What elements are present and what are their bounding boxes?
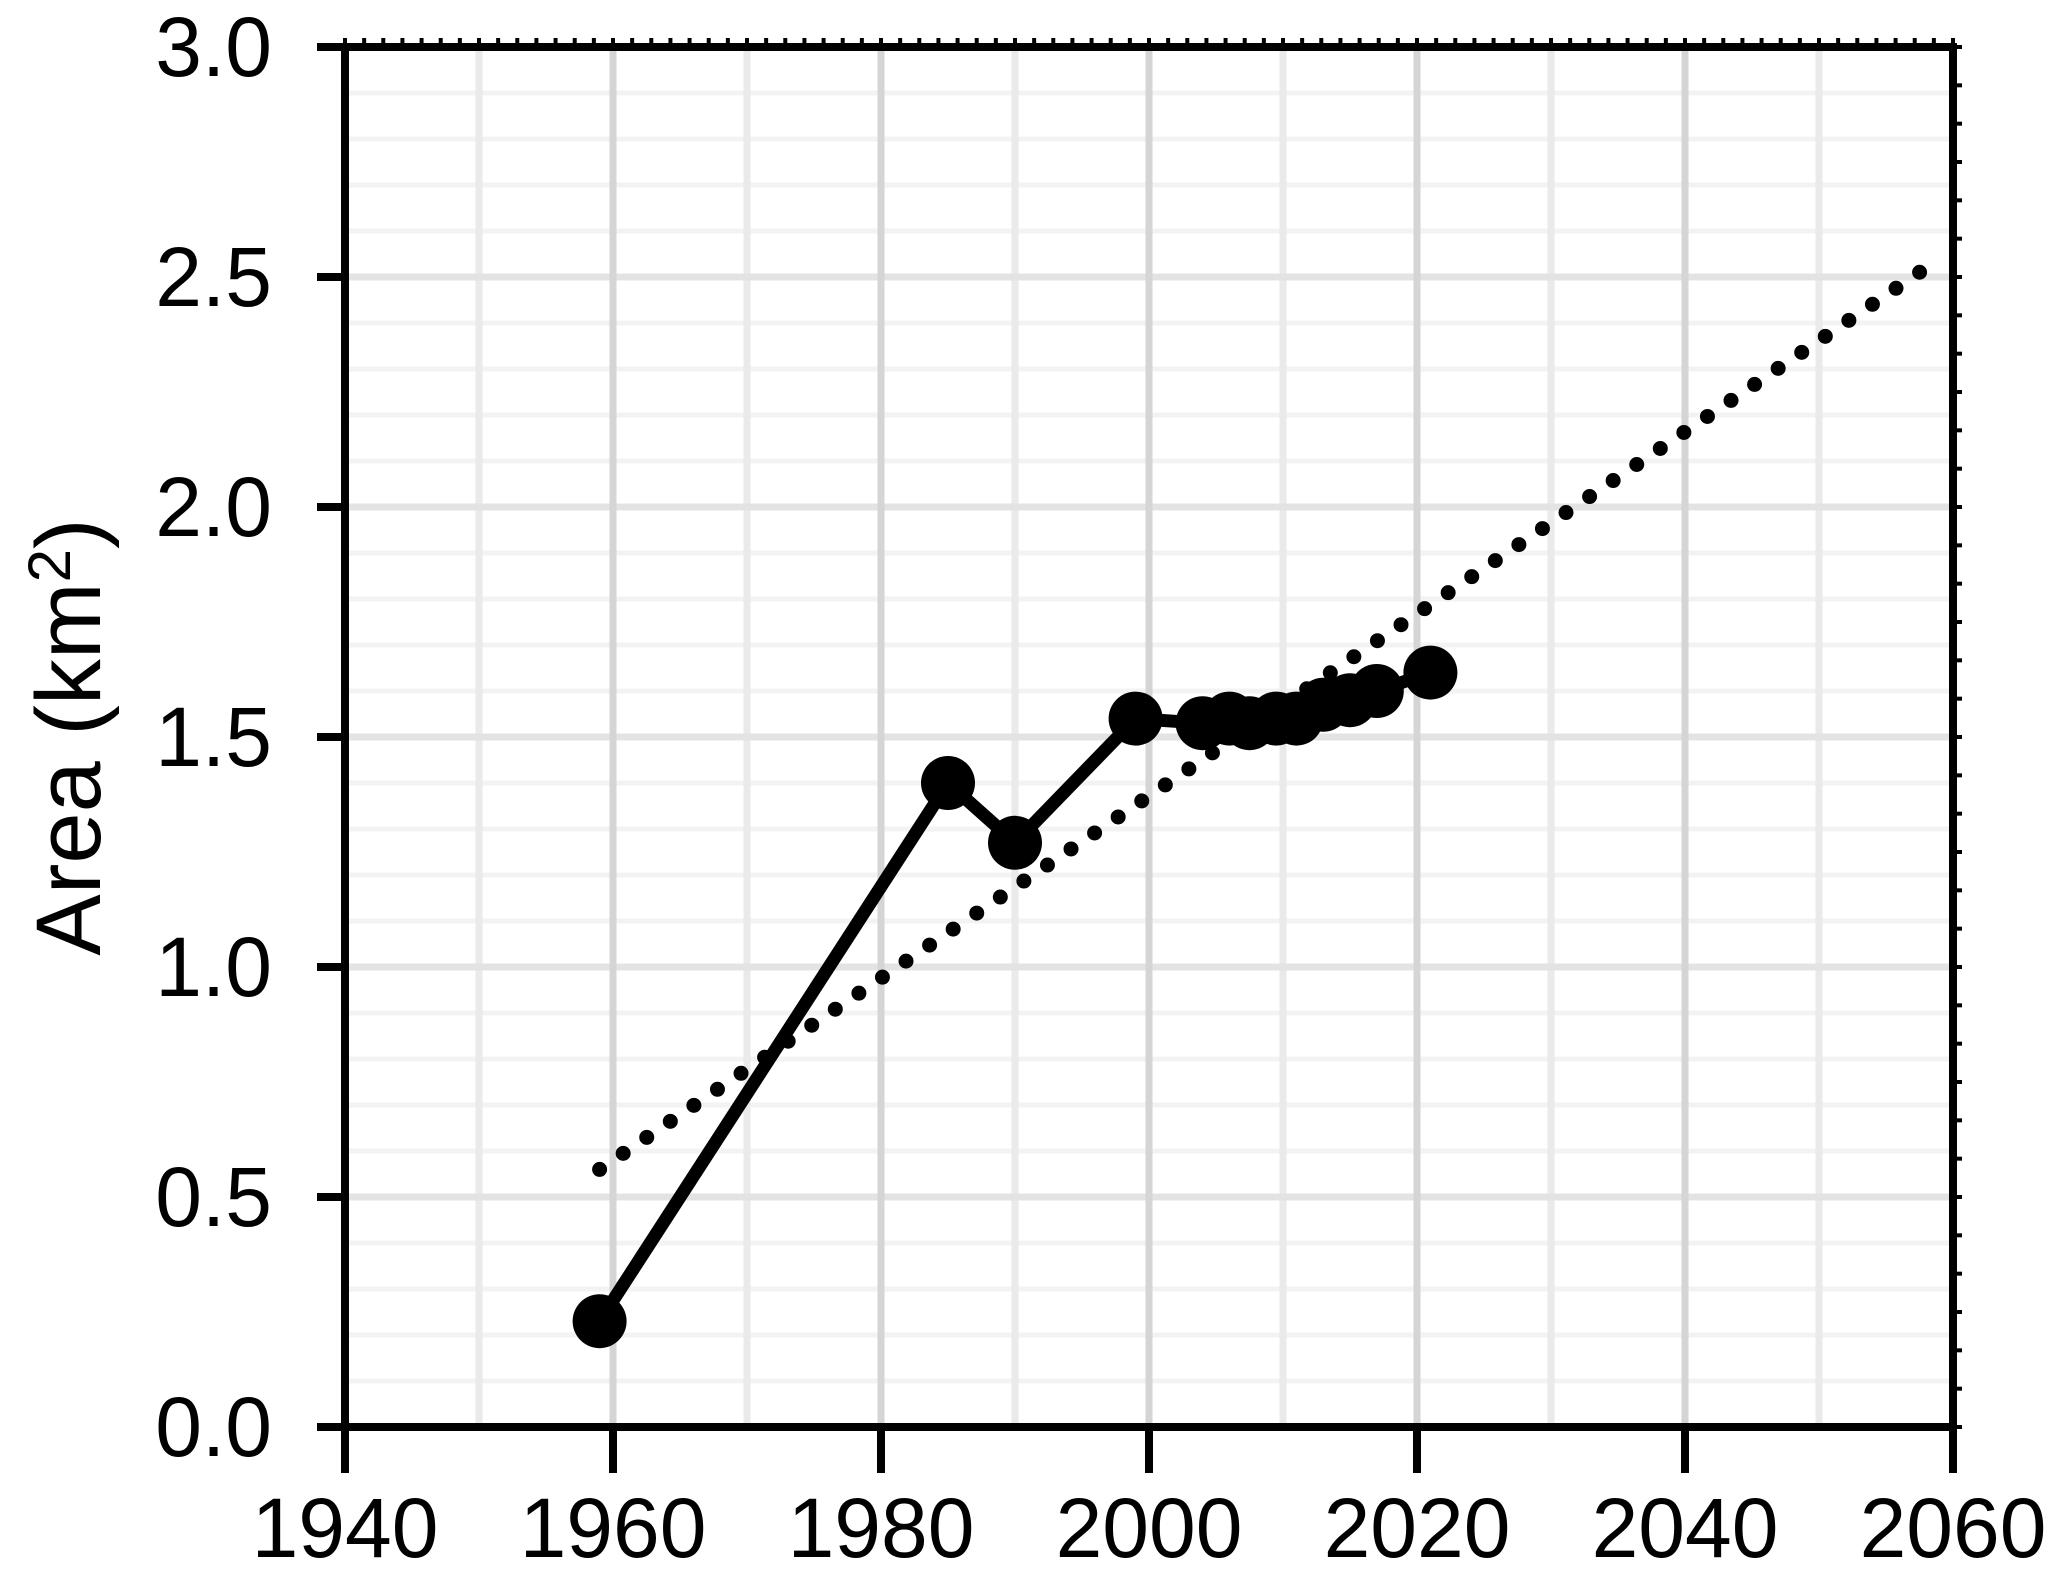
observed-series — [572, 645, 1458, 1349]
y-tick-label: 3.0 — [155, 0, 272, 94]
data-point-marker — [1349, 664, 1404, 718]
data-point-marker — [921, 756, 975, 810]
x-tick-label: 1960 — [520, 1481, 707, 1575]
x-tick-label: 2060 — [1860, 1481, 2047, 1575]
y-tick-label: 1.5 — [155, 690, 272, 784]
trendline-dotted — [592, 255, 1941, 1177]
tick-labels: 1940 1960 1980 2000 2020 2040 2060 0.0 0.5 1.0 1.5… — [155, 0, 2046, 1575]
y-tick-label: 0.0 — [155, 1380, 272, 1474]
y-tick-label: 1.0 — [155, 920, 272, 1014]
y-tick-label: 2.5 — [155, 230, 272, 324]
x-tick-label: 2020 — [1324, 1481, 1511, 1575]
y-tick-label: 2.0 — [155, 460, 272, 554]
x-tick-label: 2000 — [1056, 1481, 1243, 1575]
trendline — [592, 255, 1941, 1177]
data-point-marker — [572, 1294, 627, 1349]
data-point-marker — [988, 815, 1042, 870]
x-tick-label: 1980 — [788, 1481, 975, 1575]
data-point-marker — [1108, 691, 1163, 746]
y-axis-title: Area (km2) — [16, 518, 120, 955]
y-tick-label: 0.5 — [155, 1150, 272, 1244]
x-tick-label: 1940 — [252, 1481, 439, 1575]
data-point-marker — [1403, 645, 1458, 700]
x-tick-label: 2040 — [1592, 1481, 1779, 1575]
plot-border-and-ticks — [317, 38, 1962, 1473]
